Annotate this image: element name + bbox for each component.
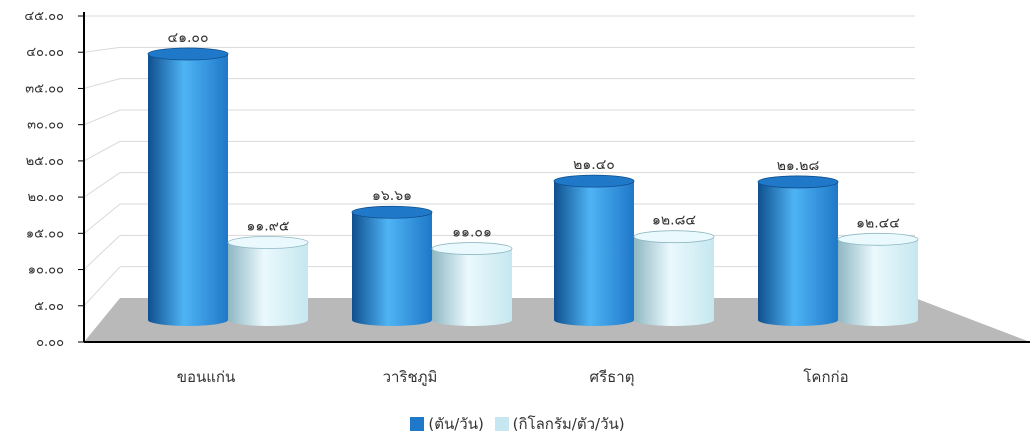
bar-top <box>351 205 433 219</box>
legend-swatch-series-1 <box>410 417 425 431</box>
bar-body <box>634 236 714 326</box>
data-label: ๑๖.๖๑ <box>372 188 412 204</box>
gridline <box>83 46 121 53</box>
bar-s2-3 <box>633 230 715 326</box>
bar-s2-1 <box>227 236 309 326</box>
legend-label-series-1: (ตัน/วัน) <box>428 415 484 433</box>
data-label: ๔๑.๐๐ <box>167 30 208 46</box>
legend-label-series-2: (กิโลกรัม/ตัว/วัน) <box>512 415 625 433</box>
bar-s1-3 <box>553 174 635 326</box>
legend-item-series-1[interactable]: (ตัน/วัน) <box>410 412 484 436</box>
bar-s1-4 <box>757 175 839 326</box>
x-category-label: โคกก่อ <box>803 368 848 386</box>
data-label: ๑๑.๙๕ <box>246 218 289 234</box>
legend-item-series-2[interactable]: (กิโลกรัม/ตัว/วัน) <box>494 412 625 436</box>
gridline <box>83 172 121 198</box>
legend-swatch-series-2 <box>494 417 509 431</box>
y-tick-label: ๒๐.๐๐ <box>27 190 64 205</box>
bar-s2-4 <box>837 232 919 326</box>
gridline <box>83 140 121 162</box>
gridline <box>83 234 121 270</box>
y-tick-label: ๓๐.๐๐ <box>27 118 64 133</box>
gridline <box>83 78 121 89</box>
gridline <box>83 109 121 126</box>
y-tick-label: ๐.๐๐ <box>36 335 64 350</box>
y-tick-label: ๑๐.๐๐ <box>28 263 64 278</box>
legend: (ตัน/วัน) (กิโลกรัม/ตัว/วัน) <box>0 412 1035 436</box>
y-tick-label: ๔๐.๐๐ <box>26 45 64 60</box>
y-tick-label: ๑๕.๐๐ <box>26 226 64 241</box>
y-tick-label: ๓๕.๐๐ <box>25 81 64 96</box>
bar-top <box>837 232 919 246</box>
chart-area: ๐.๐๐ ๕.๐๐ ๑๐.๐๐ ๑๕.๐๐ ๒๐.๐๐ ๒๕.๐๐ ๓๐.๐๐ ๓๕.๐๐ ๔๐… <box>24 9 1030 387</box>
data-label: ๑๑.๐๑ <box>452 225 492 241</box>
bar-body <box>352 212 432 326</box>
data-label: ๑๒.๔๔ <box>856 215 900 231</box>
bar-top <box>431 242 513 255</box>
bar-s2-2 <box>431 242 513 326</box>
data-label: ๒๑.๔๐ <box>573 157 615 173</box>
y-tick-label: ๔๕.๐๐ <box>24 9 64 24</box>
bar-top <box>633 230 715 244</box>
gridline <box>83 266 121 307</box>
bar-body <box>432 248 512 326</box>
bar-body <box>554 181 634 326</box>
bar-body <box>228 242 308 326</box>
data-label: ๑๒.๘๔ <box>652 213 696 229</box>
y-tick-label: ๕.๐๐ <box>34 299 64 314</box>
gridline <box>83 203 121 234</box>
y-tick-label: ๒๕.๐๐ <box>26 154 64 169</box>
x-category-label: วาริชภูมิ <box>383 368 438 386</box>
bar-top <box>553 174 635 188</box>
bar-top <box>147 47 229 61</box>
x-category-label: ศรีธาตุ <box>590 368 635 387</box>
bar-top <box>757 175 839 189</box>
bar-body <box>838 239 918 326</box>
bar-s1-2 <box>351 205 433 326</box>
bar-body <box>758 181 838 326</box>
bar-s1-1 <box>147 47 229 326</box>
bar-top <box>227 236 309 249</box>
x-category-label: ขอนแก่น <box>177 368 236 386</box>
data-label: ๒๑.๒๘ <box>777 158 820 174</box>
bar-body <box>148 54 228 326</box>
